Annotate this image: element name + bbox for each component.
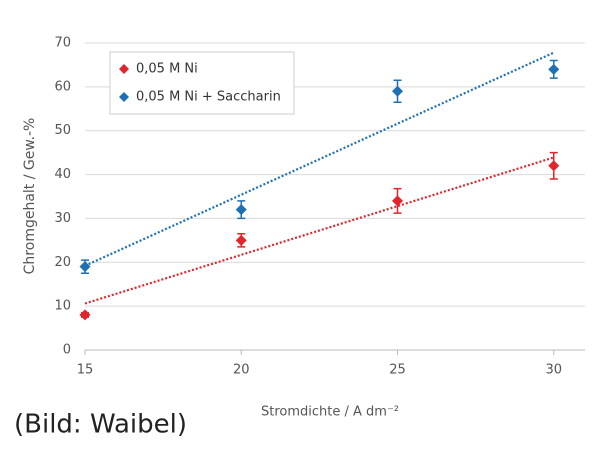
y-tick-label: 70 <box>54 36 71 51</box>
legend-box <box>109 51 295 115</box>
x-tick-label: 25 <box>389 363 406 378</box>
x-tick-label: 20 <box>233 363 250 378</box>
trend-line <box>84 51 555 267</box>
data-point <box>235 204 247 216</box>
y-tick-label: 40 <box>54 167 71 182</box>
data-point <box>392 195 403 207</box>
y-tick-label: 50 <box>54 123 71 138</box>
x-axis-label: Stromdichte / A dm⁻² <box>261 405 399 420</box>
data-point <box>548 63 560 75</box>
y-tick-label: 30 <box>54 211 71 226</box>
y-tick-label: 20 <box>54 255 71 270</box>
y-tick-label: 10 <box>54 299 71 314</box>
data-point <box>235 234 247 246</box>
caption: (Bild: Waibel) <box>14 410 187 440</box>
legend-label: 0,05 M Ni <box>136 62 198 77</box>
x-tick-label: 15 <box>77 363 94 378</box>
data-point <box>392 85 403 97</box>
legend-marker <box>119 64 129 74</box>
legend-label: 0,05 M Ni + Saccharin <box>136 90 281 105</box>
y-axis-label: Chromgehalt / Gew.-% <box>22 118 38 275</box>
y-tick-label: 0 <box>63 343 71 358</box>
y-tick-label: 60 <box>54 79 71 94</box>
trend-line <box>84 156 555 305</box>
x-tick-label: 30 <box>545 363 562 378</box>
data-point <box>79 261 91 273</box>
data-point <box>79 309 91 321</box>
legend-marker <box>119 92 129 102</box>
data-point <box>548 160 560 172</box>
